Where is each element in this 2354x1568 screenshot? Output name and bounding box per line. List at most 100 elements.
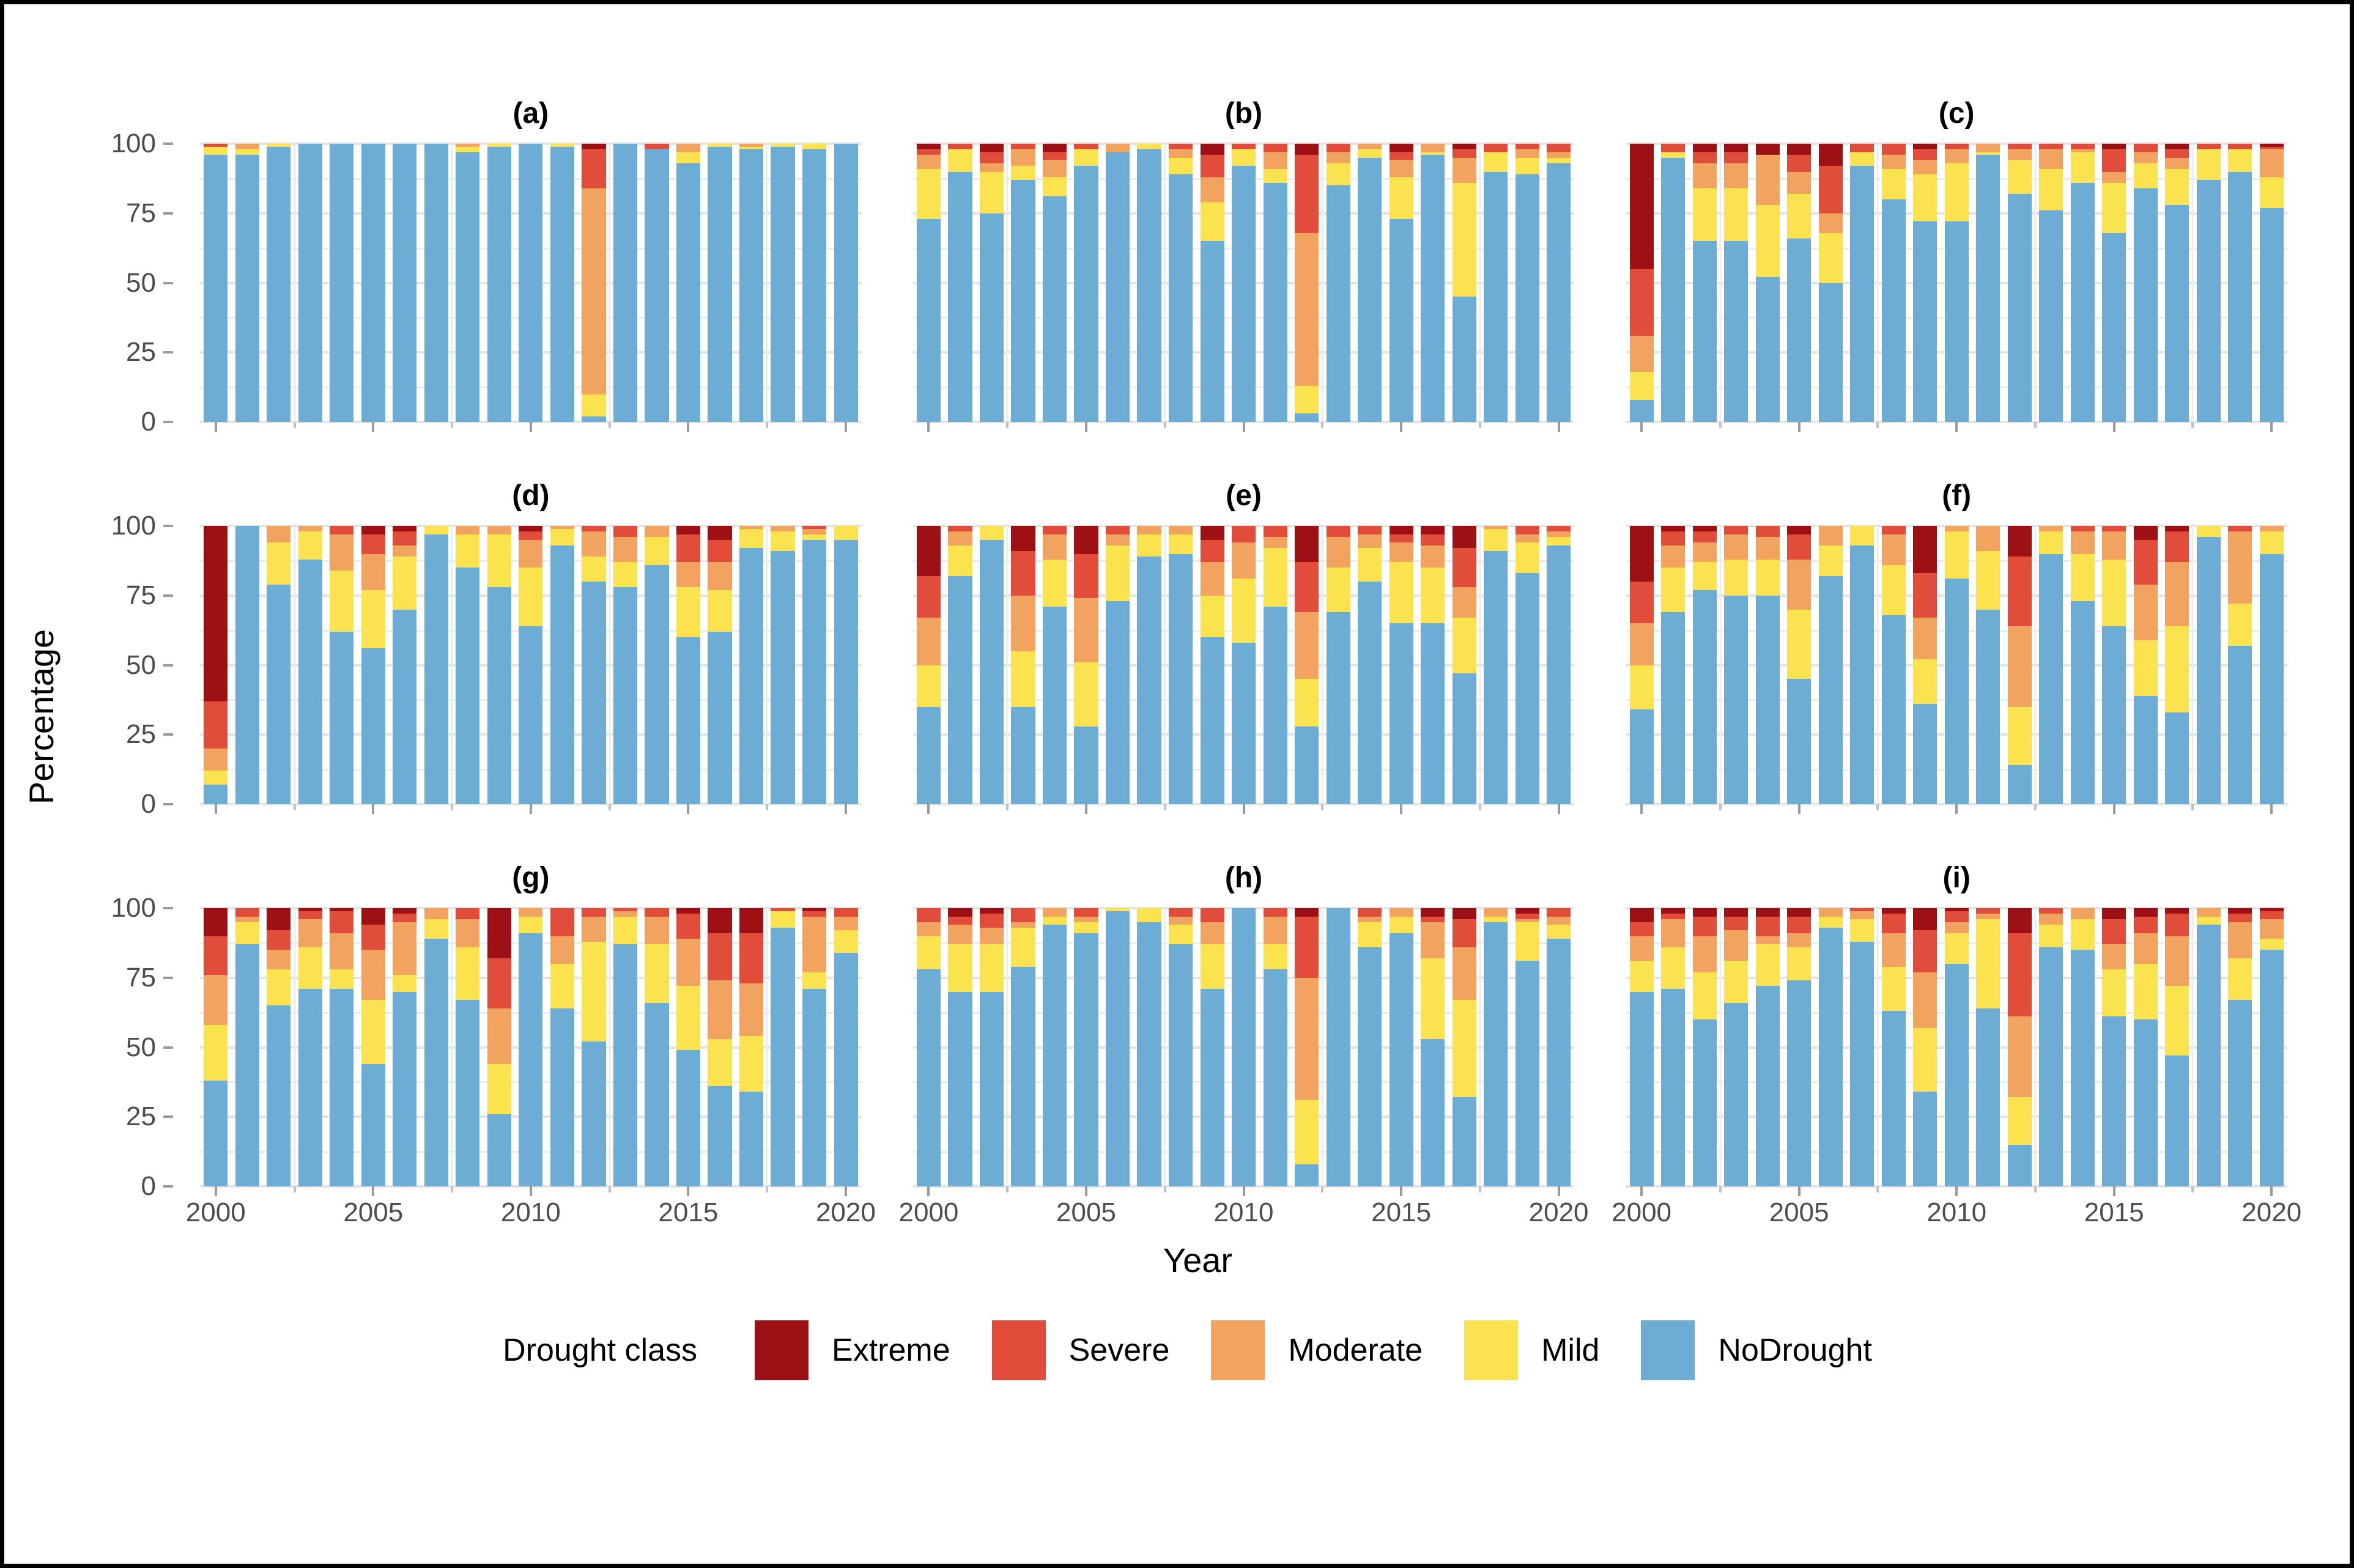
bar-segment-moderate [2165, 562, 2189, 626]
bar-segment-moderate [298, 526, 322, 532]
bar-segment-extreme [1389, 144, 1413, 152]
year-slot [452, 526, 484, 804]
x-axis-tick [2034, 1186, 2037, 1193]
bar-segment-severe [1421, 534, 1445, 545]
year-slot [704, 526, 736, 804]
bar-segment-mild [1944, 163, 1969, 222]
gridline-vertical [609, 144, 611, 422]
year-slot [736, 144, 768, 422]
bar-segment-nodrought [1263, 606, 1287, 804]
stacked-bar-2012 [582, 526, 606, 804]
bar-segment-extreme [948, 908, 972, 917]
x-axis-tick [2112, 804, 2115, 814]
year-slot [421, 144, 453, 422]
bar-segment-severe [1232, 144, 1256, 150]
bar-segment-extreme [298, 908, 322, 911]
stacked-bar-2013 [2039, 144, 2063, 422]
bar-segment-mild [1042, 177, 1067, 197]
stacked-bar-2017 [739, 144, 764, 422]
bar-segment-mild [916, 168, 941, 219]
stacked-bar-2011 [1976, 908, 2001, 1186]
bar-segment-mild [582, 557, 606, 582]
legend-item-extreme: Extreme [755, 1320, 950, 1380]
bar-segment-nodrought [2133, 1019, 2158, 1186]
year-slot [2098, 526, 2130, 804]
bar-segment-mild [1389, 562, 1413, 624]
x-axis-tick [1006, 804, 1009, 810]
bar-segment-nodrought [1042, 606, 1067, 804]
bar-segment-severe [2007, 557, 2032, 626]
bar-segment-mild [1944, 933, 1969, 964]
year-slot [263, 526, 295, 804]
bar-segment-extreme [1421, 908, 1445, 917]
bar-segment-moderate [2102, 171, 2126, 183]
stacked-bar-2010 [519, 526, 543, 804]
x-axis-labels-i: 2000 2005 2010 2015 2020 [1612, 1191, 2301, 1232]
gridline-vertical [1876, 144, 1879, 422]
y-tick-label: 0 [141, 1171, 156, 1201]
year-slot [1909, 144, 1941, 422]
year-slot [1291, 908, 1323, 1186]
y-axis-tick [163, 803, 173, 805]
bar-segment-moderate [1295, 612, 1319, 679]
bar-segment-nodrought [298, 144, 322, 422]
bar-segment-moderate [1755, 155, 1780, 205]
year-slot [1196, 526, 1228, 804]
x-axis-tick [1719, 804, 1722, 810]
bar-segment-severe [1263, 526, 1287, 538]
bar-segment-moderate [676, 144, 701, 152]
year-slot [1480, 908, 1512, 1186]
bar-segment-severe [676, 534, 701, 563]
x-axis-tick [1797, 804, 1801, 814]
year-slot [673, 144, 705, 422]
bar-segment-moderate [1724, 534, 1749, 560]
bar-segment-nodrought [1263, 969, 1287, 1186]
x-axis-tick [1797, 1186, 1801, 1196]
bar-segment-nodrought [361, 144, 385, 422]
bar-segment-mild [2196, 526, 2221, 538]
year-slot [913, 526, 945, 804]
bar-segment-severe [1263, 908, 1287, 917]
bar-segment-nodrought [456, 1000, 480, 1186]
stacked-bar-2013 [1326, 144, 1350, 422]
y-axis-tick [163, 1185, 173, 1188]
x-tick-label: 2005 [343, 1197, 404, 1227]
stacked-bar-2013 [613, 908, 638, 1186]
bar-segment-nodrought [916, 706, 941, 804]
stacked-bar-2005 [1787, 908, 1812, 1186]
bar-segment-extreme [1452, 908, 1476, 920]
bar-segment-nodrought [676, 163, 701, 422]
bar-segment-nodrought [487, 587, 511, 804]
x-tick-label: 2005 [1056, 1197, 1116, 1227]
bar-segment-nodrought [948, 171, 972, 422]
stacked-bar-2008 [1168, 908, 1193, 1186]
bar-segment-moderate [1484, 908, 1508, 917]
stacked-bar-2000 [1629, 144, 1654, 422]
bar-segment-moderate [948, 531, 972, 545]
bar-segment-moderate [1515, 534, 1539, 543]
year-slot [1228, 526, 1260, 804]
year-slot [1626, 144, 1657, 422]
x-axis-tick [1242, 422, 1245, 432]
bar-segment-mild [948, 545, 972, 576]
x-axis-tick [2034, 804, 2037, 810]
year-slot [1385, 144, 1417, 422]
bar-segment-moderate [802, 916, 827, 972]
bar-segment-moderate [2228, 531, 2252, 604]
bar-segment-extreme [1787, 908, 1812, 917]
bar-segment-mild [204, 771, 228, 785]
bar-segment-mild [2039, 925, 2063, 947]
bar-segment-moderate [1011, 149, 1035, 166]
year-slot [1354, 144, 1386, 422]
bar-segment-moderate [1358, 916, 1382, 922]
bar-segment-moderate [1389, 908, 1413, 917]
bar-segment-mild [1547, 925, 1571, 939]
bar-segment-mild [2039, 531, 2063, 554]
stacked-bar-2012 [582, 908, 606, 1186]
bar-segment-mild [1421, 958, 1445, 1039]
bar-segment-mild [1547, 157, 1571, 163]
x-axis-tick [1242, 1186, 1245, 1196]
bar-segment-extreme [1295, 526, 1319, 563]
year-slot [641, 526, 673, 804]
bar-segment-mild [2102, 559, 2126, 626]
